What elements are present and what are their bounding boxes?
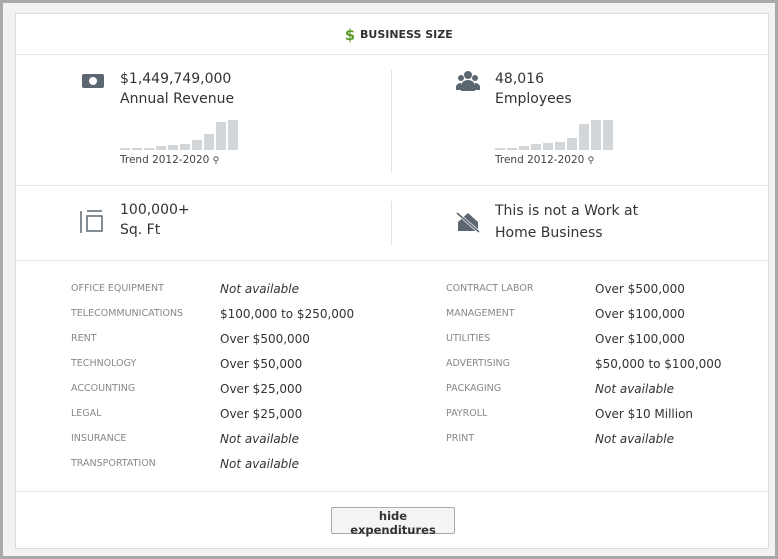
fact-label: Sq. Ft [120, 222, 161, 238]
expenditure-label: ADVERTISING [446, 358, 510, 369]
metric-label: Annual Revenue [120, 91, 235, 107]
fact-text: Home Business [495, 225, 603, 241]
trend-bar [531, 144, 541, 150]
expenditure-value: Over $10 Million [595, 407, 694, 421]
expenditure-label: ACCOUNTING [71, 383, 136, 394]
expenditure-label: PRINT [446, 433, 475, 444]
trend-bar [495, 148, 505, 150]
fact-text: This is not a Work at [495, 203, 639, 219]
dollar-icon: $ [345, 26, 355, 44]
expenditure-label: UTILITIES [446, 333, 491, 344]
expenditure-value: Over $500,000 [220, 332, 310, 346]
no-home-icon [456, 211, 480, 233]
expenditure-label: TRANSPORTATION [71, 458, 156, 469]
expenditure-value: Over $100,000 [595, 307, 685, 321]
trend-chart [120, 120, 238, 150]
trend-bar [144, 148, 154, 150]
expenditure-value: Not available [220, 432, 300, 446]
trend-bar [156, 146, 166, 150]
trend-label: Trend 2012-2020 ⚲ [495, 154, 594, 166]
money-icon [82, 74, 104, 88]
trend-bar [216, 122, 226, 150]
trend-bar [180, 144, 190, 150]
trend-bar [579, 124, 589, 150]
divider [391, 201, 392, 246]
expenditure-label: INSURANCE [71, 433, 127, 444]
trend-chart [495, 120, 613, 150]
expenditure-value: Not available [595, 382, 675, 396]
expenditure-value: Over $500,000 [595, 282, 685, 296]
frame: $ BUSINESS SIZE $1,449,749,000 Annual Re… [3, 3, 775, 556]
trend-bar [567, 138, 577, 150]
divider [16, 185, 768, 186]
trend-bar [519, 146, 529, 150]
section-title: BUSINESS SIZE [360, 28, 453, 41]
expenditure-value: Over $100,000 [595, 332, 685, 346]
metric-label: Employees [495, 91, 572, 107]
expenditure-value: Over $25,000 [220, 407, 303, 421]
divider [16, 260, 768, 261]
divider [16, 54, 768, 55]
metric-value: $1,449,749,000 [120, 71, 232, 87]
trend-bar [120, 148, 130, 150]
trend-text: Trend 2012-2020 [120, 154, 210, 166]
panel: $ BUSINESS SIZE $1,449,749,000 Annual Re… [15, 13, 769, 549]
expenditure-label: TECHNOLOGY [71, 358, 137, 369]
divider [391, 70, 392, 172]
trend-bar [132, 148, 142, 150]
trend-bar [204, 134, 214, 150]
expenditure-value: Not available [595, 432, 675, 446]
svg-text:$: $ [345, 26, 355, 44]
trend-bar [192, 140, 202, 150]
expenditure-label: RENT [71, 333, 97, 344]
expenditure-label: OFFICE EQUIPMENT [71, 283, 164, 294]
expenditure-label: LEGAL [71, 408, 102, 419]
expenditure-label: CONTRACT LABOR [446, 283, 534, 294]
hide-expenditures-button[interactable]: hide expenditures [331, 507, 455, 537]
expenditure-value: Over $25,000 [220, 382, 303, 396]
trend-bar [603, 120, 613, 150]
people-icon [456, 71, 480, 91]
expenditure-value: $100,000 to $250,000 [220, 307, 355, 321]
area-icon [80, 210, 103, 233]
trend-bar [168, 145, 178, 150]
trend-bar [543, 143, 553, 150]
expenditure-label: PACKAGING [446, 383, 502, 394]
trend-label: Trend 2012-2020 ⚲ [120, 154, 219, 166]
trend-text: Trend 2012-2020 [495, 154, 585, 166]
expenditure-label: MANAGEMENT [446, 308, 515, 319]
expenditure-label: PAYROLL [446, 408, 488, 419]
trend-bar [228, 120, 238, 150]
expenditure-value: $50,000 to $100,000 [595, 357, 722, 371]
expenditure-value: Not available [220, 282, 300, 296]
divider [16, 491, 768, 492]
trend-bar [507, 148, 517, 150]
expenditure-value: Over $50,000 [220, 357, 303, 371]
expenditure-label: TELECOMMUNICATIONS [71, 308, 184, 319]
trend-bar [555, 142, 565, 150]
zoom-icon[interactable]: ⚲ [212, 156, 220, 166]
fact-value: 100,000+ [120, 202, 190, 218]
zoom-icon[interactable]: ⚲ [587, 156, 595, 166]
expenditure-value: Not available [220, 457, 300, 471]
metric-value: 48,016 [495, 71, 544, 87]
trend-bar [591, 120, 601, 150]
